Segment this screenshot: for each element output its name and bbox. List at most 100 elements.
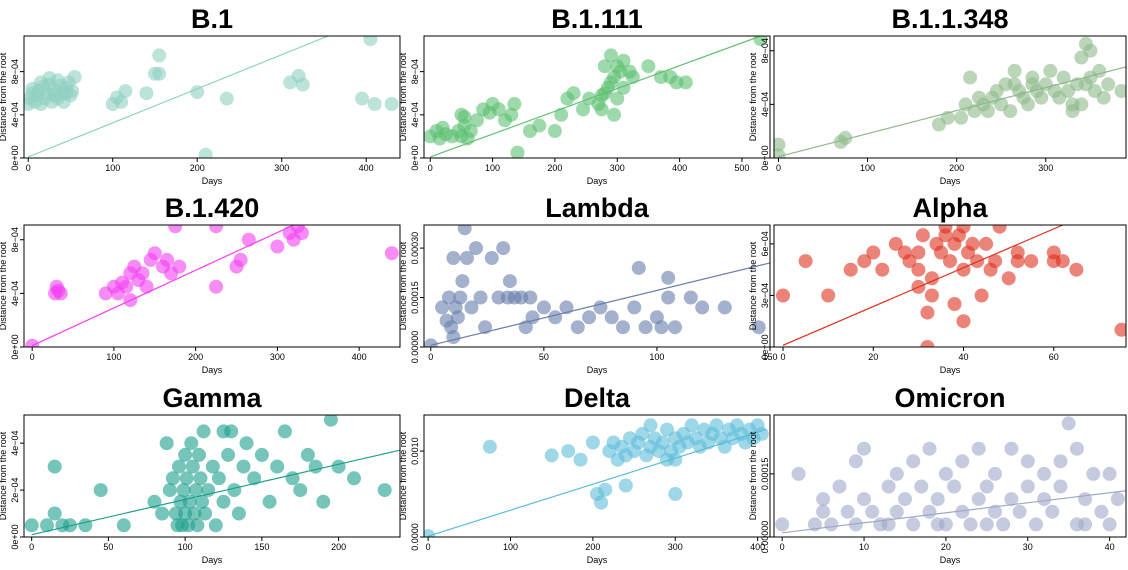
regression-line [782, 225, 1064, 346]
x-tick-label: 300 [274, 163, 289, 173]
data-point [848, 454, 863, 469]
data-point [185, 459, 200, 474]
data-point [938, 225, 953, 234]
data-point [943, 254, 957, 269]
points-group [776, 225, 1126, 347]
data-point [915, 228, 930, 243]
data-point [198, 147, 213, 158]
data-point [1094, 504, 1109, 519]
x-tick-label: 50 [539, 352, 549, 362]
data-point [211, 471, 226, 486]
data-point [347, 471, 361, 486]
x-tick-label: 0 [776, 163, 781, 173]
data-point [875, 262, 890, 277]
data-point [1056, 70, 1071, 85]
data-point [660, 422, 674, 437]
x-tick-label: 10 [859, 542, 869, 552]
data-point [152, 66, 167, 81]
data-point [930, 517, 945, 532]
panel-5: Lambda 0 50 100 150 0.00000 0.00015 0.00030 Days… [398, 193, 778, 375]
plot-frame [773, 224, 1127, 348]
data-point [911, 245, 926, 260]
data-point [956, 314, 971, 329]
data-point [791, 466, 806, 481]
data-point [930, 492, 945, 507]
data-point [965, 236, 980, 251]
data-point [331, 459, 346, 474]
data-point [947, 479, 962, 494]
x-tick-label: 0 [30, 352, 35, 362]
data-point [881, 517, 896, 532]
data-point [1083, 43, 1098, 58]
x-axis-label: Days [202, 365, 223, 375]
data-point [67, 70, 82, 84]
data-point [182, 494, 197, 509]
data-point [857, 492, 871, 507]
data-point [165, 471, 180, 486]
panel-title: Alpha [912, 193, 988, 223]
x-axis-label: Days [940, 555, 961, 565]
data-point [979, 517, 994, 532]
data-point [484, 251, 499, 265]
data-point [889, 504, 904, 519]
data-point [176, 483, 191, 498]
points-group [25, 225, 399, 347]
x-axis-label: Days [587, 555, 608, 565]
data-point [598, 482, 613, 497]
data-point [988, 504, 1002, 519]
data-point [1001, 271, 1016, 286]
data-point [604, 310, 619, 325]
data-point [135, 266, 150, 281]
panel-title: B.1.111 [551, 4, 643, 34]
data-point [1025, 77, 1040, 92]
data-point [1037, 492, 1052, 507]
data-point [1069, 262, 1084, 277]
data-point [643, 418, 658, 433]
data-point [616, 53, 631, 68]
regression-line [31, 449, 400, 536]
data-point [525, 310, 540, 325]
data-point [980, 104, 995, 119]
data-point [974, 288, 989, 303]
data-point [774, 137, 786, 152]
x-tick-label: 200 [331, 542, 346, 552]
data-point [1003, 104, 1018, 119]
x-tick-label: 50 [103, 542, 113, 552]
y-tick-label: 0.0000 [410, 523, 420, 551]
y-tick-label: 0.00000 [760, 521, 770, 554]
data-point [559, 300, 574, 315]
data-point [544, 448, 559, 463]
data-point [971, 492, 986, 507]
x-tick-label: 100 [485, 163, 500, 173]
data-point [446, 251, 461, 265]
data-point [262, 494, 277, 509]
x-axis-label: Days [202, 176, 223, 186]
data-point [1096, 90, 1111, 105]
data-point [1021, 97, 1035, 112]
data-point [1037, 466, 1052, 481]
panel-1: B.1 0 100 200 300 400 0e+00 4e−04 8e−04 Days Dista… [0, 4, 401, 186]
data-point [573, 452, 588, 467]
data-point [585, 435, 600, 450]
data-point [482, 439, 497, 454]
data-point [47, 506, 62, 521]
data-point [464, 300, 479, 315]
data-point [470, 113, 484, 128]
data-point [294, 226, 309, 240]
data-point [50, 73, 65, 88]
data-point [227, 483, 242, 498]
plot-frame [23, 224, 401, 348]
data-point [924, 271, 939, 286]
x-tick-label: 200 [949, 163, 964, 173]
y-tick-label: 6e−04 [760, 231, 770, 256]
y-tick-label: 4e−04 [410, 102, 420, 127]
plot-frame [23, 35, 401, 159]
x-tick-label: 100 [860, 163, 875, 173]
y-tick-label: 0.00015 [760, 458, 770, 491]
data-point [561, 444, 576, 459]
data-point [678, 75, 693, 90]
data-point [922, 504, 937, 519]
data-point [832, 479, 847, 494]
data-point [838, 130, 853, 145]
data-point [963, 70, 978, 85]
